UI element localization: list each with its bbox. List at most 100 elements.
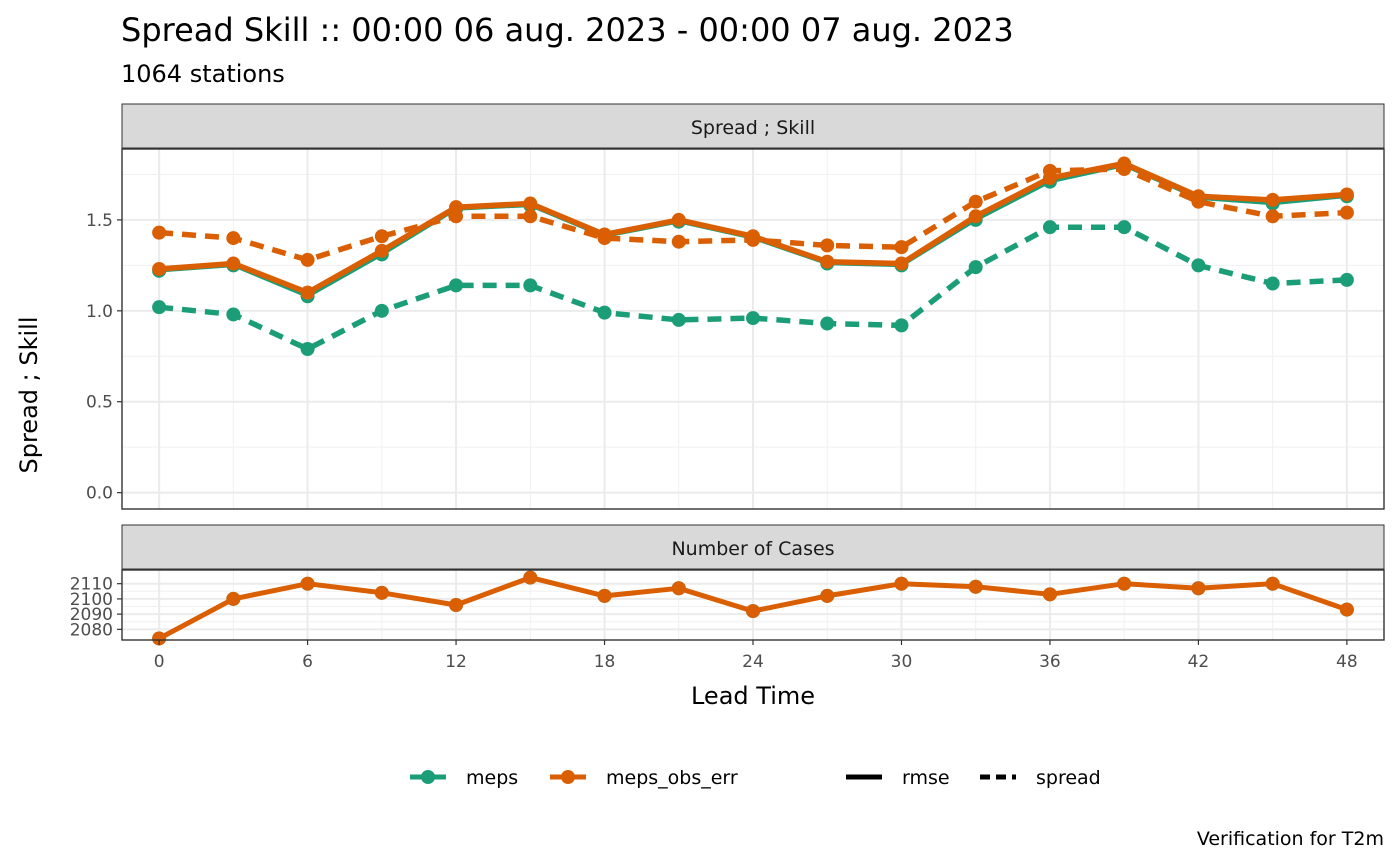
meps_obs_err-spread-point xyxy=(894,240,909,255)
y-tick-label: 0.5 xyxy=(86,393,113,413)
strip-spread-skill xyxy=(121,103,1385,149)
meps_obs_err-rmse-point xyxy=(1265,192,1280,207)
meps-spread-point xyxy=(671,312,686,327)
meps-spread-point xyxy=(1117,220,1132,235)
meps_obs_err-cases-point xyxy=(300,576,315,591)
x-axis-title: Lead Time xyxy=(691,682,815,710)
chart-subtitle: 1064 stations xyxy=(121,60,285,88)
strip-label-number-of-cases: Number of Cases xyxy=(671,538,834,560)
meps-spread-point xyxy=(820,316,835,331)
meps_obs_err-rmse-point xyxy=(152,262,167,276)
meps_obs_err-cases-point xyxy=(449,598,464,612)
x-tick-label: 36 xyxy=(1039,652,1061,672)
meps_obs_err-cases-point xyxy=(671,581,686,596)
meps-spread-point xyxy=(1265,276,1280,291)
meps-spread-point xyxy=(449,278,464,293)
legend-label-spread: spread xyxy=(1036,767,1101,789)
meps-spread-point xyxy=(1042,220,1057,235)
strip-label-spread-skill: Spread ; Skill xyxy=(691,117,815,139)
meps_obs_err-spread-point xyxy=(300,252,315,267)
meps_obs_err-rmse-point xyxy=(820,254,835,269)
chart-title: Spread Skill :: 00:00 06 aug. 2023 - 00:… xyxy=(121,11,1014,49)
top-panel-series xyxy=(152,156,1354,356)
meps_obs_err-rmse-point xyxy=(300,285,315,300)
meps_obs_err-cases-point xyxy=(1042,587,1057,602)
meps_obs_err-cases-point xyxy=(1191,581,1206,596)
meps_obs_err-rmse-point xyxy=(226,256,241,271)
legend: meps meps_obs_err rmse spread xyxy=(410,767,1101,789)
meps_obs_err-cases-point xyxy=(523,570,538,585)
legend-key-point xyxy=(561,770,575,784)
legend-label-rmse: rmse xyxy=(902,767,950,789)
meps-spread-point xyxy=(968,260,983,275)
meps_obs_err-rmse-point xyxy=(523,196,538,211)
meps_obs_err-cases-point xyxy=(1265,576,1280,591)
meps-spread-point xyxy=(300,342,315,356)
x-tick-label: 6 xyxy=(302,652,313,672)
meps_obs_err-rmse-point xyxy=(374,243,389,258)
y-tick-label: 2110 xyxy=(70,575,113,595)
bottom-panel-series xyxy=(152,570,1354,646)
meps-spread-point xyxy=(523,278,538,293)
y-tick-label: 2080 xyxy=(70,620,113,640)
top-panel-grid xyxy=(122,149,1384,509)
x-tick-label: 0 xyxy=(154,652,165,672)
strip-number-of-cases xyxy=(121,524,1385,570)
x-tick-label: 48 xyxy=(1336,652,1358,672)
x-axis-ticks: 0 6 12 18 24 30 36 42 48 xyxy=(154,640,1358,672)
meps_obs_err-spread-point xyxy=(671,234,686,249)
top-panel-border xyxy=(121,148,1385,510)
meps-spread-point xyxy=(1191,258,1206,273)
meps-spread-point xyxy=(894,318,909,333)
meps_obs_err-rmse-point xyxy=(968,209,983,224)
meps_obs_err-cases-point xyxy=(746,604,760,619)
legend-label-meps: meps xyxy=(466,767,518,789)
meps_obs_err-spread-point xyxy=(152,225,167,240)
meps_obs_err-rmse-point xyxy=(894,256,909,271)
meps_obs_err-cases-point xyxy=(1117,576,1132,591)
x-tick-label: 12 xyxy=(445,652,467,672)
y-tick-label: 1.5 xyxy=(86,211,113,231)
meps_obs_err-spread-point xyxy=(449,209,464,224)
meps_obs_err-spread-point xyxy=(226,231,241,246)
meps_obs_err-cases-point xyxy=(1339,602,1354,617)
y-tick-label: 1.0 xyxy=(86,302,113,322)
meps_obs_err-cases-point xyxy=(820,588,835,603)
meps_obs_err-spread-point xyxy=(968,194,983,209)
y-axis-title: Spread ; Skill xyxy=(15,317,43,474)
meps_obs_err-cases-point xyxy=(597,588,612,603)
meps_obs_err-cases-point xyxy=(152,631,167,646)
top-y-axis-ticks: 0.0 0.5 1.0 1.5 xyxy=(86,211,122,504)
caption: Verification for T2m xyxy=(1197,828,1384,850)
legend-label-meps_obs_err: meps_obs_err xyxy=(606,767,738,789)
meps_obs_err-spread-point xyxy=(820,238,835,253)
meps_obs_err-spread-point xyxy=(1191,194,1206,209)
meps-spread-point xyxy=(226,307,241,322)
meps_obs_err-spread-point xyxy=(1042,163,1057,178)
meps-spread-point xyxy=(597,305,612,320)
meps_obs_err-spread-point xyxy=(523,209,538,224)
x-tick-label: 24 xyxy=(742,652,764,672)
meps_obs_err-cases-point xyxy=(374,585,389,600)
meps_obs_err-spread-point xyxy=(1339,205,1354,220)
meps_obs_err-spread-point xyxy=(597,231,612,246)
meps_obs_err-spread-point xyxy=(746,232,760,247)
meps-spread-line xyxy=(158,224,1348,352)
meps_obs_err-spread-point xyxy=(1117,162,1132,176)
meps_obs_err-cases-point xyxy=(968,579,983,594)
meps-spread-point xyxy=(374,303,389,318)
meps-spread-point xyxy=(152,300,167,315)
meps_obs_err-spread-point xyxy=(374,229,389,244)
meps_obs_err-rmse-point xyxy=(671,212,686,227)
x-tick-label: 30 xyxy=(891,652,913,672)
y-tick-label: 0.0 xyxy=(86,484,113,504)
meps-spread-point xyxy=(746,311,760,326)
x-tick-label: 18 xyxy=(594,652,616,672)
meps_obs_err-spread-point xyxy=(1265,209,1280,224)
meps_obs_err-cases-point xyxy=(226,591,241,606)
meps_obs_err-rmse-point xyxy=(1339,187,1354,202)
meps_obs_err-cases-point xyxy=(894,576,909,591)
y-tick-label: 2090 xyxy=(70,605,113,625)
